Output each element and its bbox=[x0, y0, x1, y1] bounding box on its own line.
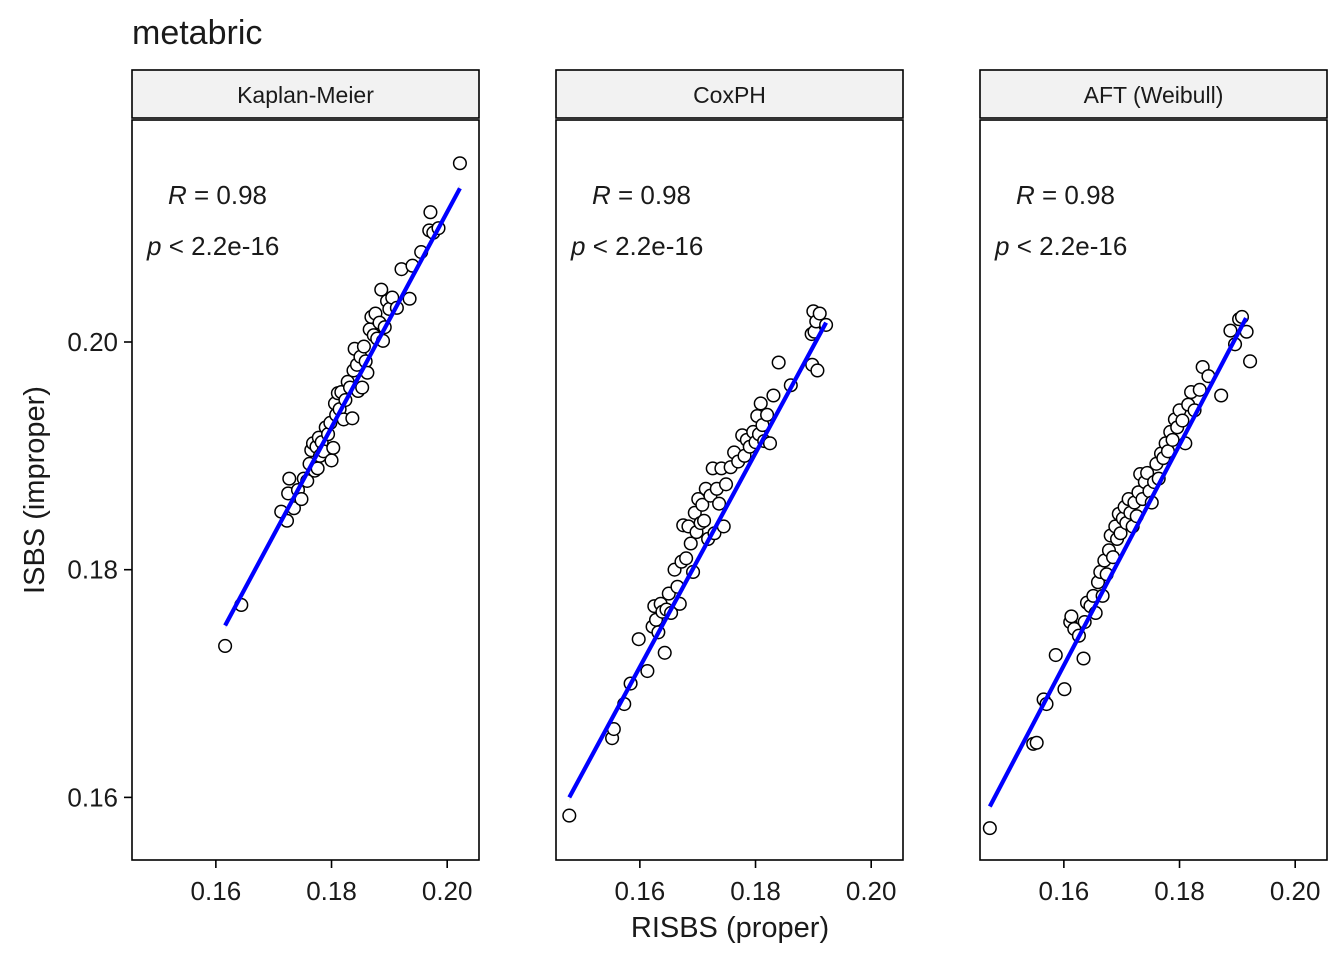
correlation-value: = 0.98 bbox=[1035, 180, 1115, 210]
figure-title: metabric bbox=[132, 14, 262, 52]
p-value-label: p < 2.2e-16 bbox=[994, 231, 1127, 261]
y-tick-label: 0.16 bbox=[67, 782, 118, 812]
correlation-symbol: R bbox=[168, 180, 187, 210]
data-point bbox=[712, 496, 727, 511]
x-tick-label: 0.18 bbox=[306, 876, 357, 906]
panel-border bbox=[131, 119, 480, 861]
data-point bbox=[324, 453, 339, 468]
data-point bbox=[562, 808, 577, 823]
data-point bbox=[1140, 465, 1155, 480]
data-point bbox=[657, 645, 672, 660]
data-point bbox=[760, 407, 775, 422]
data-point bbox=[766, 388, 781, 403]
p-value-value: < 2.2e-16 bbox=[161, 231, 279, 261]
facet-strip-label: CoxPH bbox=[693, 82, 766, 108]
regression-line bbox=[223, 187, 462, 627]
facet-strip bbox=[131, 69, 480, 119]
data-point bbox=[345, 411, 360, 426]
data-point bbox=[1076, 651, 1091, 666]
data-point bbox=[771, 355, 786, 370]
x-tick-label: 0.18 bbox=[1154, 876, 1205, 906]
data-point bbox=[1243, 354, 1258, 369]
data-point bbox=[282, 471, 297, 486]
data-point bbox=[218, 638, 233, 654]
data-point bbox=[631, 632, 646, 647]
facet-panel-1: Kaplan-Meier 0.16 0.18 0.20 0.16 0.18 0.20 R = … bbox=[67, 69, 480, 906]
facet-strip-label: Kaplan-Meier bbox=[237, 82, 374, 108]
correlation-symbol: R bbox=[1016, 180, 1035, 210]
y-tick-label: 0.18 bbox=[67, 555, 118, 585]
correlation-label: R = 0.98 bbox=[1016, 180, 1115, 210]
facet-strip-label: AFT (Weibull) bbox=[1084, 82, 1224, 108]
panel-border bbox=[555, 119, 904, 861]
correlation-symbol: R bbox=[592, 180, 611, 210]
p-value-label: p < 2.2e-16 bbox=[570, 231, 703, 261]
facet-panels: Kaplan-Meier 0.16 0.18 0.20 0.16 0.18 0.20 R = … bbox=[67, 69, 1328, 906]
data-point bbox=[1029, 735, 1044, 750]
regression-line bbox=[567, 321, 828, 799]
facet-strip bbox=[555, 69, 904, 119]
data-point bbox=[810, 363, 825, 378]
data-point bbox=[1057, 682, 1072, 697]
data-point bbox=[640, 663, 655, 679]
p-value-label: p < 2.2e-16 bbox=[146, 231, 279, 261]
data-point bbox=[697, 513, 712, 528]
panel-border bbox=[979, 119, 1328, 861]
x-tick-label: 0.20 bbox=[846, 876, 897, 906]
y-tick-label: 0.20 bbox=[67, 327, 118, 357]
data-point bbox=[355, 380, 370, 395]
p-value-value: < 2.2e-16 bbox=[1009, 231, 1127, 261]
correlation-value: = 0.98 bbox=[187, 180, 267, 210]
data-point bbox=[423, 205, 438, 220]
x-tick-label: 0.20 bbox=[1270, 876, 1321, 906]
data-point bbox=[1223, 323, 1238, 338]
facet-panel-3: AFT (Weibull)0.16 0.18 0.20R = 0.98p < 2.2… bbox=[979, 69, 1328, 906]
data-point bbox=[1165, 432, 1180, 447]
x-tick-label: 0.16 bbox=[191, 876, 242, 906]
data-point bbox=[452, 156, 467, 171]
correlation-value: = 0.98 bbox=[611, 180, 691, 210]
y-axis-title: ISBS (improper) bbox=[19, 386, 51, 594]
data-point bbox=[326, 440, 341, 455]
p-value-symbol: p bbox=[570, 231, 585, 261]
data-point bbox=[753, 396, 768, 411]
x-tick-label: 0.20 bbox=[422, 876, 473, 906]
x-tick-label: 0.16 bbox=[1039, 876, 1090, 906]
data-point bbox=[356, 339, 371, 354]
x-tick-label: 0.16 bbox=[615, 876, 666, 906]
x-axis-title: RISBS (proper) bbox=[631, 912, 829, 944]
data-point bbox=[1214, 388, 1229, 403]
correlation-label: R = 0.98 bbox=[592, 180, 691, 210]
p-value-value: < 2.2e-16 bbox=[585, 231, 703, 261]
data-point bbox=[982, 821, 997, 836]
data-point bbox=[762, 436, 778, 451]
correlation-label: R = 0.98 bbox=[168, 180, 267, 210]
x-tick-label: 0.18 bbox=[730, 876, 781, 906]
data-point bbox=[402, 291, 417, 306]
data-point bbox=[812, 306, 827, 321]
p-value-symbol: p bbox=[994, 231, 1009, 261]
facet-strip bbox=[979, 69, 1328, 119]
data-point bbox=[679, 551, 694, 566]
data-point bbox=[683, 536, 698, 551]
data-point bbox=[1048, 648, 1063, 663]
data-point bbox=[718, 477, 734, 492]
data-point bbox=[695, 497, 710, 512]
data-point bbox=[1175, 413, 1190, 428]
regression-line bbox=[987, 317, 1248, 808]
data-point bbox=[374, 282, 389, 297]
p-value-symbol: p bbox=[146, 231, 161, 261]
data-point bbox=[1064, 609, 1079, 624]
